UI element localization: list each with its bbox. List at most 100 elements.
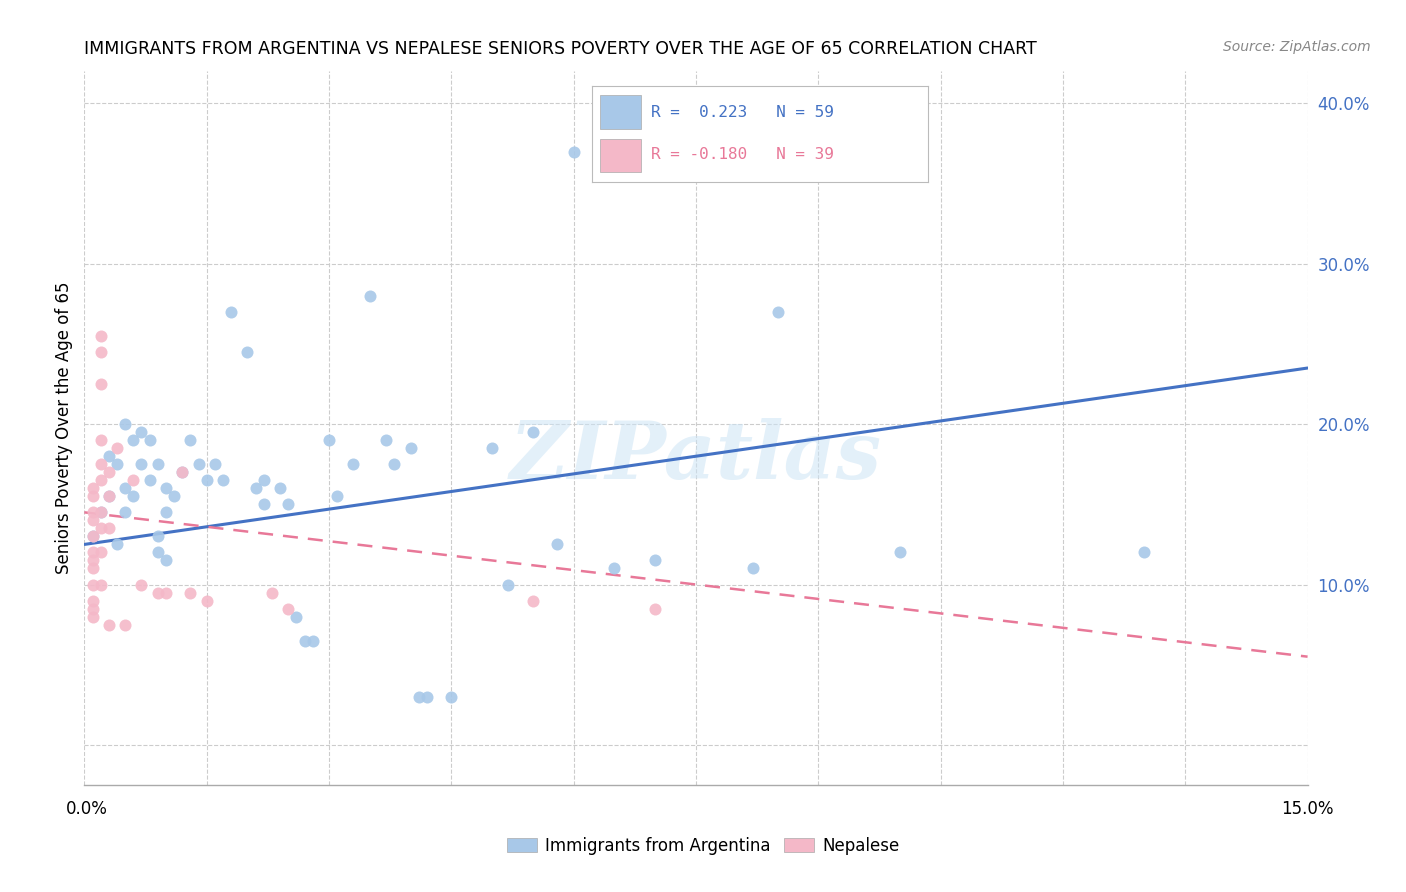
Point [155, 505, 177, 519]
Point [277, 601, 299, 615]
Point [82, 489, 104, 503]
Point [285, 609, 308, 624]
Point [82, 593, 104, 607]
Point [82, 553, 104, 567]
Point [90, 433, 112, 447]
Point [122, 473, 145, 487]
Point [766, 305, 789, 319]
Point [253, 497, 276, 511]
Point [440, 690, 463, 704]
Point [82, 609, 104, 624]
Text: ZIPatlas: ZIPatlas [510, 418, 882, 495]
Point [82, 513, 104, 527]
Point [90, 505, 112, 519]
Point [399, 441, 422, 455]
Point [408, 690, 430, 704]
Point [114, 617, 136, 632]
Point [172, 465, 194, 479]
Point [90, 377, 112, 392]
Point [146, 585, 169, 599]
Point [294, 633, 316, 648]
Point [90, 521, 112, 535]
Point [122, 489, 145, 503]
Point [481, 441, 503, 455]
Point [342, 457, 364, 471]
Point [82, 481, 104, 495]
Point [97, 617, 120, 632]
Point [195, 473, 218, 487]
Point [114, 505, 136, 519]
Point [155, 481, 177, 495]
Point [644, 553, 666, 567]
Text: 0.0%: 0.0% [66, 799, 108, 817]
Point [172, 465, 194, 479]
Text: Source: ZipAtlas.com: Source: ZipAtlas.com [1223, 40, 1371, 54]
Point [97, 465, 120, 479]
Point [260, 585, 283, 599]
Point [90, 545, 112, 559]
Point [97, 521, 120, 535]
Point [236, 345, 259, 359]
Point [90, 473, 112, 487]
Point [82, 529, 104, 543]
Point [146, 545, 169, 559]
Point [318, 433, 340, 447]
Point [742, 561, 765, 575]
Point [82, 577, 104, 591]
Point [90, 329, 112, 343]
Point [105, 537, 128, 551]
Point [562, 145, 585, 159]
Point [498, 577, 520, 591]
Point [179, 433, 201, 447]
Point [105, 457, 128, 471]
Point [546, 537, 568, 551]
Point [146, 457, 169, 471]
Point [82, 529, 104, 543]
Point [163, 489, 186, 503]
Point [187, 457, 209, 471]
Y-axis label: Seniors Poverty Over the Age of 65: Seniors Poverty Over the Age of 65 [55, 282, 73, 574]
Point [269, 481, 291, 495]
Point [1133, 545, 1156, 559]
Point [212, 473, 235, 487]
Point [359, 289, 381, 303]
Point [889, 545, 911, 559]
Point [97, 449, 120, 463]
Point [82, 601, 104, 615]
Point [122, 433, 145, 447]
Point [97, 489, 120, 503]
Point [603, 561, 626, 575]
Point [301, 633, 323, 648]
Point [131, 577, 153, 591]
Point [522, 425, 544, 439]
Point [326, 489, 349, 503]
Point [195, 593, 218, 607]
Point [644, 601, 666, 615]
Point [219, 305, 242, 319]
Point [105, 441, 128, 455]
Point [155, 553, 177, 567]
Point [114, 417, 136, 432]
Point [90, 577, 112, 591]
Point [90, 505, 112, 519]
Point [82, 505, 104, 519]
Point [204, 457, 226, 471]
Point [114, 481, 136, 495]
Point [382, 457, 405, 471]
Point [138, 473, 160, 487]
Point [131, 425, 153, 439]
Point [179, 585, 201, 599]
Point [90, 457, 112, 471]
Text: IMMIGRANTS FROM ARGENTINA VS NEPALESE SENIORS POVERTY OVER THE AGE OF 65 CORRELA: IMMIGRANTS FROM ARGENTINA VS NEPALESE SE… [84, 40, 1038, 58]
Point [82, 561, 104, 575]
Text: 15.0%: 15.0% [1281, 799, 1334, 817]
Point [253, 473, 276, 487]
Point [416, 690, 439, 704]
Point [277, 497, 299, 511]
Point [522, 593, 544, 607]
Point [138, 433, 160, 447]
Point [245, 481, 267, 495]
Point [375, 433, 398, 447]
Point [90, 345, 112, 359]
Legend: Immigrants from Argentina, Nepalese: Immigrants from Argentina, Nepalese [501, 830, 905, 862]
